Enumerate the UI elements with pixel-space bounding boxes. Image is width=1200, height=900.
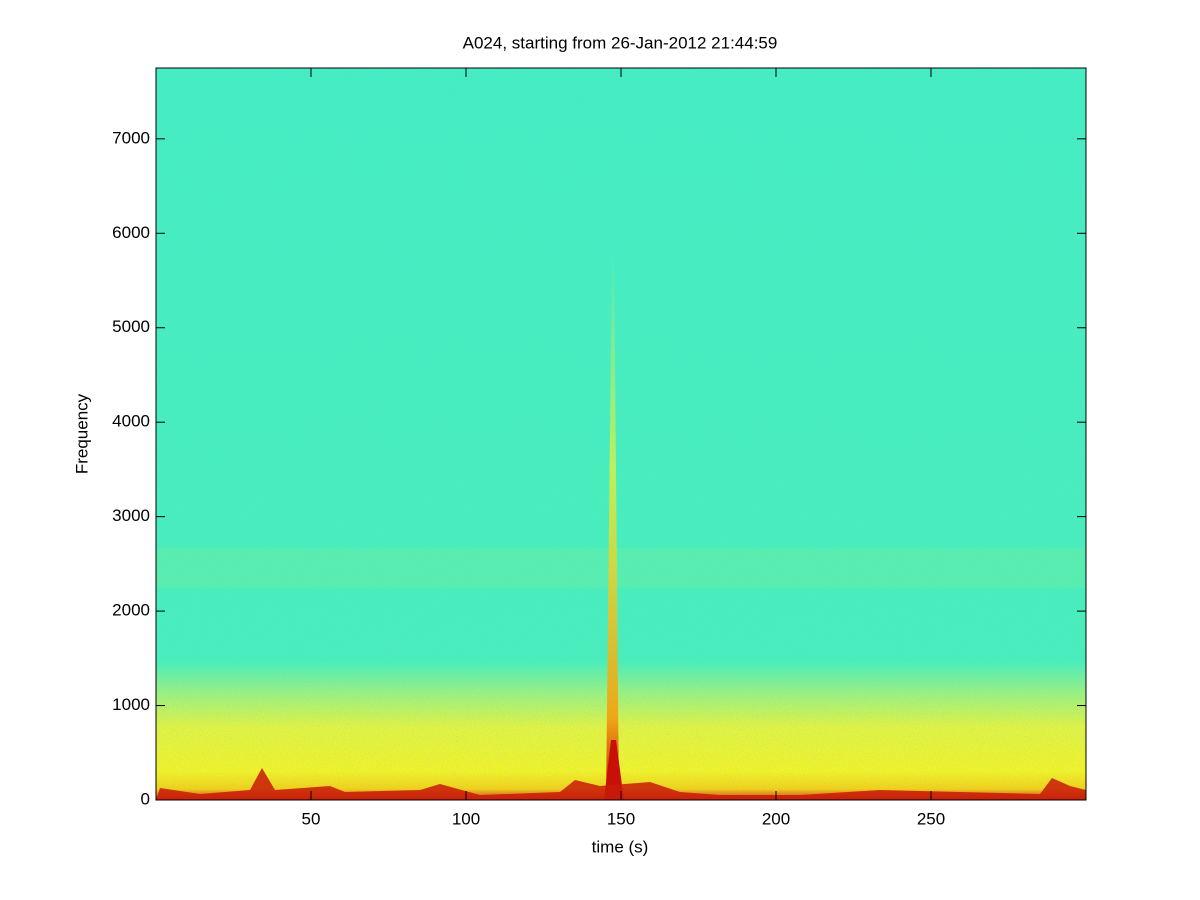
y-tick-label: 0	[141, 789, 150, 808]
y-tick-label: 4000	[112, 412, 150, 431]
x-axis-label: time (s)	[592, 837, 649, 856]
x-tick-label: 100	[452, 809, 480, 828]
y-tick-label: 1000	[112, 695, 150, 714]
spectrogram-streak	[606, 250, 619, 800]
x-tick-label: 200	[762, 809, 790, 828]
y-tick-label: 7000	[112, 128, 150, 147]
spectrogram-noise	[156, 68, 1086, 800]
chart-title: A024, starting from 26-Jan-2012 21:44:59	[463, 33, 778, 52]
spectrogram-low-band	[156, 768, 1086, 800]
y-tick-label: 3000	[112, 506, 150, 525]
x-tick-label: 150	[607, 809, 635, 828]
x-tick-label: 250	[917, 809, 945, 828]
y-tick-label: 2000	[112, 601, 150, 620]
spectrogram-image	[156, 68, 1086, 800]
ticks: 50 100 150 200 250 0 1000 2000 3000 4000 5000 6000 7…	[112, 68, 1086, 828]
x-tick-label: 50	[302, 809, 321, 828]
y-axis-label: Frequency	[72, 393, 91, 474]
y-tick-label: 5000	[112, 317, 150, 336]
spectrogram-band	[156, 548, 1086, 588]
y-tick-label: 6000	[112, 223, 150, 242]
